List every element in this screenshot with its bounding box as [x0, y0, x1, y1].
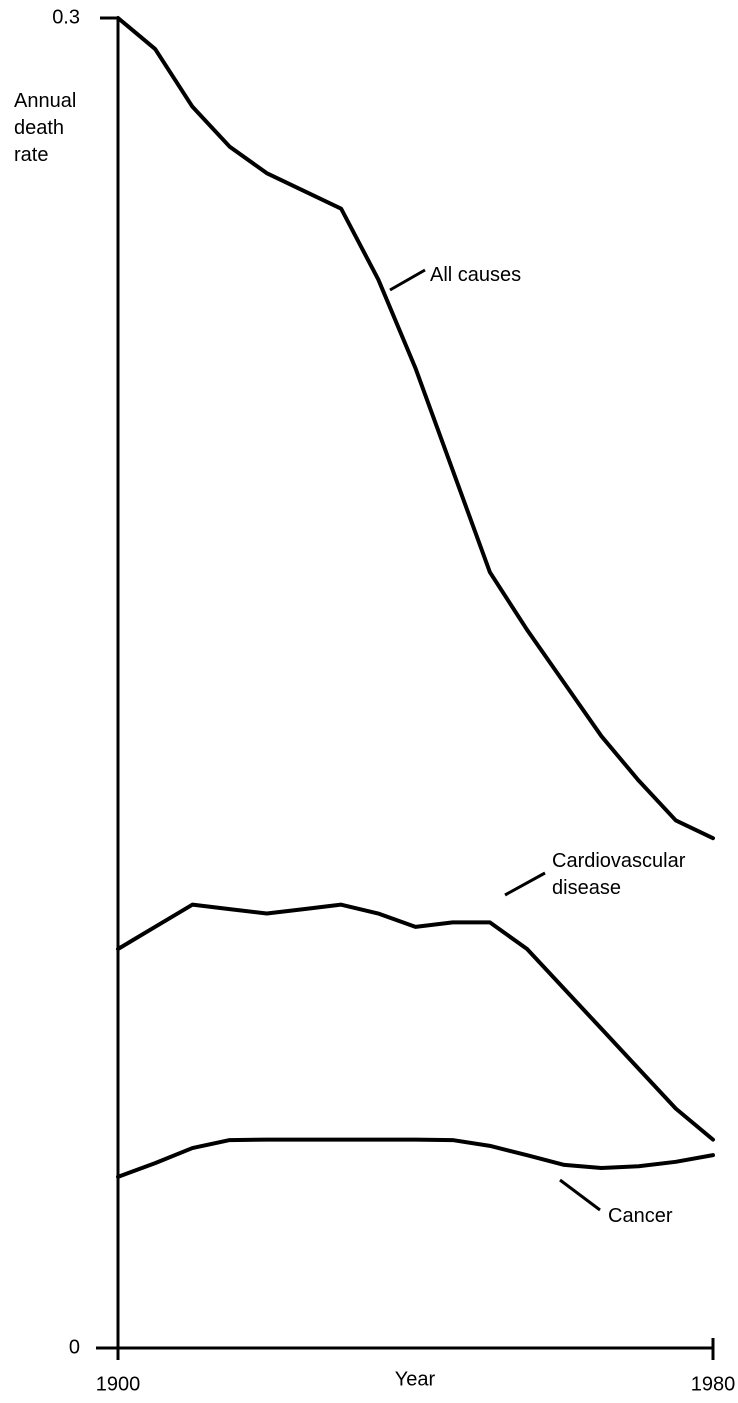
x-tick-label: 1900 [96, 1373, 141, 1395]
y-tick-label: 0 [69, 1336, 80, 1358]
series-line [116, 902, 715, 1142]
series-label: All causes [430, 264, 522, 286]
x-tick-label: 1980 [691, 1373, 736, 1395]
leader-line [389, 268, 426, 292]
leader-line [504, 871, 546, 897]
y-tick-label: 0.3 [52, 6, 80, 28]
series-line [116, 16, 715, 841]
leader-line [559, 1178, 601, 1212]
series-label: Cancer [608, 1205, 673, 1227]
x-axis-label: Year [395, 1368, 436, 1390]
series-line [116, 1137, 715, 1179]
y-axis-label: Annual death rate [14, 90, 77, 166]
series-label: Cardiovascular disease [552, 850, 686, 899]
